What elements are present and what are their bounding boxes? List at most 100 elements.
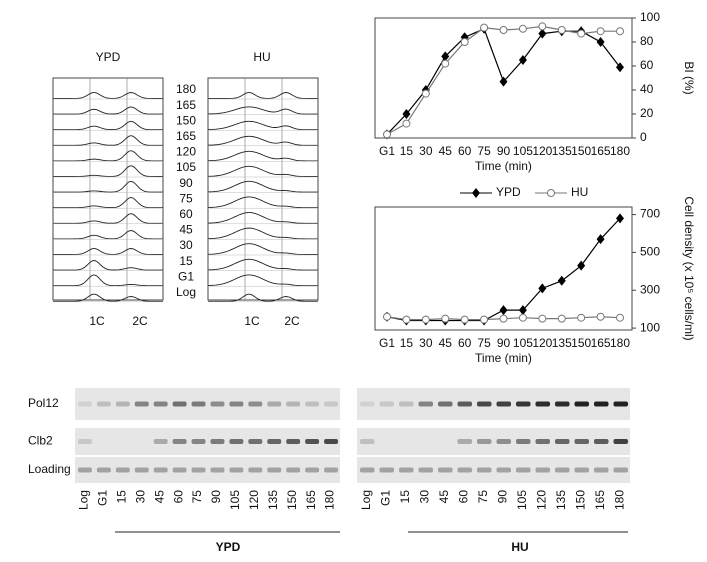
marker bbox=[460, 315, 469, 324]
band bbox=[438, 467, 453, 473]
blot-strip bbox=[357, 457, 630, 483]
band bbox=[96, 467, 111, 473]
lane-label: 135 bbox=[266, 490, 280, 510]
band bbox=[134, 467, 149, 473]
lane-label: 105 bbox=[228, 490, 242, 510]
lane-label: 90 bbox=[209, 490, 223, 504]
band bbox=[172, 401, 187, 407]
marker bbox=[596, 37, 605, 47]
band bbox=[555, 439, 570, 444]
y-tick-label: 60 bbox=[640, 58, 654, 72]
band bbox=[153, 439, 168, 444]
x-tick-label: 75 bbox=[477, 336, 491, 350]
marker bbox=[596, 27, 605, 36]
band bbox=[613, 467, 628, 473]
lane-label: 165 bbox=[304, 490, 318, 510]
x-tick-label: 30 bbox=[419, 144, 433, 158]
blot-strip bbox=[75, 428, 340, 455]
lane-label: 75 bbox=[476, 490, 490, 504]
marker bbox=[421, 89, 430, 98]
band bbox=[115, 401, 130, 407]
marker bbox=[616, 213, 624, 224]
band bbox=[229, 401, 244, 407]
band bbox=[248, 439, 263, 444]
marker bbox=[616, 27, 624, 36]
histogram bbox=[53, 165, 163, 177]
time-label: 165 bbox=[176, 129, 196, 143]
marker bbox=[518, 24, 527, 33]
band bbox=[555, 401, 570, 407]
band bbox=[229, 467, 244, 473]
x-tick-label: 165 bbox=[591, 144, 611, 158]
band bbox=[305, 467, 320, 473]
band bbox=[535, 439, 550, 444]
time-label: 45 bbox=[179, 223, 193, 237]
histogram bbox=[53, 213, 163, 224]
lane-label: 135 bbox=[554, 490, 568, 510]
band bbox=[613, 439, 628, 444]
y-tick-label: 300 bbox=[640, 282, 660, 296]
histogram bbox=[53, 120, 163, 131]
blot-row-label: Clb2 bbox=[28, 434, 53, 448]
band bbox=[115, 467, 130, 473]
lane-label: 45 bbox=[152, 490, 166, 504]
lane-label: 45 bbox=[437, 490, 451, 504]
band bbox=[324, 439, 338, 444]
lane-label: 180 bbox=[323, 490, 337, 510]
band bbox=[516, 439, 531, 444]
x-tick-label: 15 bbox=[400, 336, 414, 350]
histogram bbox=[207, 243, 318, 255]
plot-frame bbox=[374, 17, 633, 139]
lane-label: 30 bbox=[133, 490, 147, 504]
time-label: 75 bbox=[179, 191, 193, 205]
marker bbox=[596, 312, 605, 321]
lane-label: 90 bbox=[495, 490, 509, 504]
band bbox=[210, 439, 225, 444]
band bbox=[286, 401, 301, 407]
marker bbox=[616, 313, 624, 322]
time-label: 15 bbox=[179, 254, 193, 268]
marker bbox=[421, 315, 430, 324]
histogram bbox=[207, 150, 318, 162]
band bbox=[594, 401, 609, 407]
histogram bbox=[53, 135, 163, 146]
band bbox=[267, 439, 282, 444]
y-tick-label: 20 bbox=[640, 106, 654, 120]
marker bbox=[499, 26, 508, 34]
lane-label: 105 bbox=[515, 490, 529, 510]
band bbox=[516, 467, 531, 473]
band bbox=[496, 467, 511, 473]
band bbox=[457, 401, 472, 407]
lane-label: 15 bbox=[114, 490, 128, 504]
band bbox=[210, 467, 225, 473]
marker bbox=[441, 59, 450, 68]
band bbox=[324, 401, 338, 407]
marker bbox=[557, 314, 566, 323]
y-tick-label: 40 bbox=[640, 82, 654, 96]
x-tick-label: 120 bbox=[532, 144, 552, 158]
histogram bbox=[207, 212, 318, 224]
band bbox=[457, 439, 472, 444]
band bbox=[267, 401, 282, 407]
lane-label: 15 bbox=[398, 490, 412, 504]
histogram bbox=[208, 293, 318, 302]
histogram bbox=[53, 197, 163, 209]
band bbox=[229, 439, 244, 444]
band bbox=[496, 439, 511, 444]
y-tick-label: 100 bbox=[640, 320, 660, 334]
histogram bbox=[207, 196, 318, 209]
x-tick-label: 45 bbox=[439, 144, 453, 158]
group-label: HU bbox=[511, 540, 528, 554]
band bbox=[360, 467, 375, 473]
band bbox=[78, 401, 92, 407]
marker bbox=[557, 275, 566, 286]
marker bbox=[402, 109, 411, 119]
marker bbox=[538, 28, 547, 39]
marker bbox=[499, 305, 508, 316]
lane-label: 150 bbox=[573, 490, 587, 510]
lane-label: 75 bbox=[190, 490, 204, 504]
marker bbox=[518, 305, 527, 316]
band bbox=[516, 401, 531, 407]
histogram bbox=[207, 274, 318, 287]
